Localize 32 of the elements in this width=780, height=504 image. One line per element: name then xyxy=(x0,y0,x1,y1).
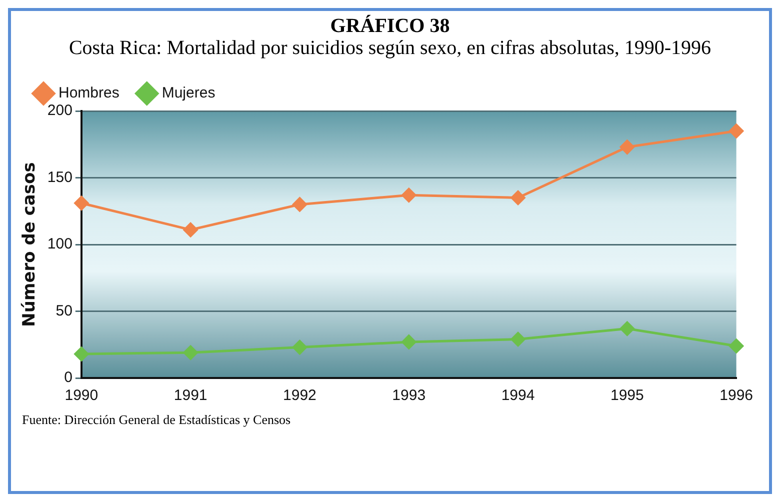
point xyxy=(510,332,526,347)
x-tick-label: 1991 xyxy=(174,387,208,404)
point xyxy=(402,334,416,350)
point xyxy=(729,338,744,354)
y-tick-label: 100 xyxy=(47,236,72,253)
point xyxy=(183,222,198,238)
x-tick-label: 1992 xyxy=(283,387,316,404)
y-tick-label: 200 xyxy=(47,102,72,120)
x-tick-label: 1993 xyxy=(392,387,426,404)
point xyxy=(620,140,634,154)
point xyxy=(402,188,416,202)
x-tick-label: 1995 xyxy=(610,387,644,404)
y-tick-label: 50 xyxy=(56,302,72,320)
point xyxy=(74,346,89,362)
point xyxy=(620,321,634,336)
legend-label: Hombres xyxy=(58,84,120,102)
chart-subtitle: Costa Rica: Mortalidad por suicidios según sexo, en cifras absolutas, 1990-1996 xyxy=(68,37,712,60)
y-tick-label: 0 xyxy=(64,369,72,386)
point xyxy=(183,345,198,360)
chart-title: GRÁFICO 38 xyxy=(329,15,451,37)
point xyxy=(729,124,744,138)
legend-label: Mujeres xyxy=(162,84,216,102)
point xyxy=(510,190,526,206)
point xyxy=(74,196,89,210)
point xyxy=(292,197,307,212)
y-axis-title: Número de casos xyxy=(20,162,40,327)
x-tick-label: 1990 xyxy=(64,387,98,404)
x-tick-label: 1996 xyxy=(720,387,754,404)
x-tick-label: 1994 xyxy=(501,387,535,404)
point xyxy=(292,340,307,355)
source-note: Fuente: Dirección General de Estadísticas y Censos xyxy=(22,412,292,428)
y-tick-label: 150 xyxy=(47,168,72,186)
